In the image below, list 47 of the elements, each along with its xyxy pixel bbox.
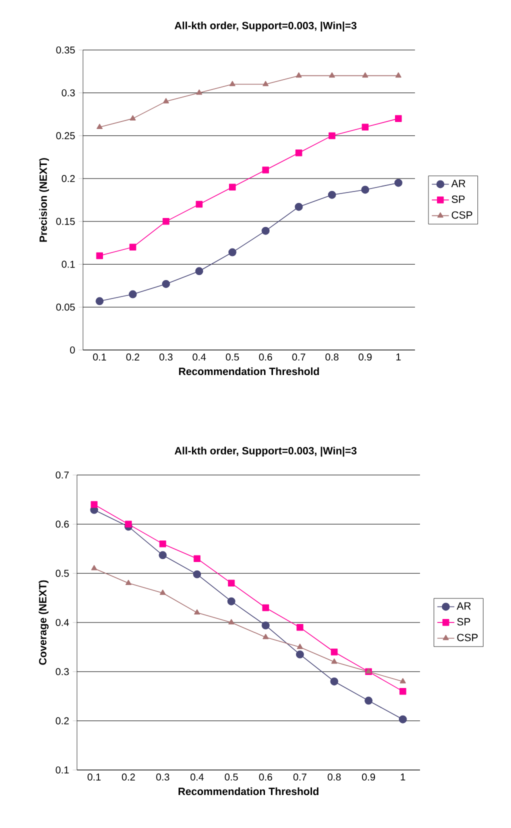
chart-title: All-kth order, Support=0.003, |Win|=3	[174, 22, 356, 32]
y-tick-label: 0.15	[56, 218, 75, 225]
y-axis-title: Precision (NEXT)	[39, 158, 49, 242]
x-tick-label: 1	[396, 354, 401, 360]
y-tick-label: 0.2	[56, 717, 69, 724]
x-tick-label: 0.3	[159, 354, 172, 361]
y-tick-label: 0.35	[56, 46, 75, 54]
y-tick-label: 0.7	[56, 471, 69, 479]
chart-title: All-kth order, Support=0.003, |Win|=3	[174, 446, 357, 457]
x-axis-title: Recommendation Threshold	[178, 787, 318, 796]
x-tick-label: 0.8	[325, 354, 338, 361]
legend-label: AR	[456, 602, 471, 610]
y-tick-label: 0.5	[56, 570, 69, 577]
x-tick-label: 0.5	[226, 354, 239, 361]
x-tick-label: 0.4	[190, 774, 204, 781]
x-tick-label: 0.7	[293, 774, 306, 781]
y-tick-label: 0	[70, 346, 75, 354]
y-tick-label: 0.25	[56, 132, 75, 140]
y-tick-label: 0.1	[56, 766, 69, 774]
y-tick-label: 0.6	[56, 520, 69, 528]
y-axis-title: Coverage (NEXT)	[38, 580, 49, 665]
legend-label: CSP	[452, 211, 472, 219]
x-tick-label: 0.2	[126, 354, 140, 361]
x-tick-label: 0.7	[292, 354, 306, 361]
y-tick-label: 0.2	[62, 175, 75, 182]
legend-label: SP	[457, 618, 470, 626]
y-tick-label: 0.1	[62, 260, 75, 268]
x-tick-label: 0.1	[88, 774, 101, 781]
x-axis-title: Recommendation Threshold	[179, 367, 319, 376]
x-tick-label: 0.2	[122, 774, 135, 781]
x-tick-label: 0.9	[362, 774, 376, 781]
y-tick-label: 0.3	[62, 89, 75, 96]
x-tick-label: 0.3	[156, 774, 170, 781]
x-tick-label: 1	[400, 774, 406, 780]
legend-label: CSP	[457, 634, 478, 642]
legend-label: AR	[451, 180, 466, 188]
x-tick-label: 0.6	[259, 774, 272, 781]
x-tick-label: 0.1	[93, 354, 106, 361]
legend-label: SP	[452, 196, 465, 203]
x-tick-label: 0.8	[328, 774, 341, 781]
y-tick-label: 0.4	[56, 618, 69, 626]
y-tick-label: 0.3	[56, 668, 69, 676]
x-tick-label: 0.4	[192, 354, 206, 361]
y-tick-label: 0.05	[56, 304, 75, 311]
x-tick-label: 0.5	[224, 774, 238, 781]
x-tick-label: 0.9	[358, 354, 372, 361]
x-tick-label: 0.6	[259, 354, 272, 361]
